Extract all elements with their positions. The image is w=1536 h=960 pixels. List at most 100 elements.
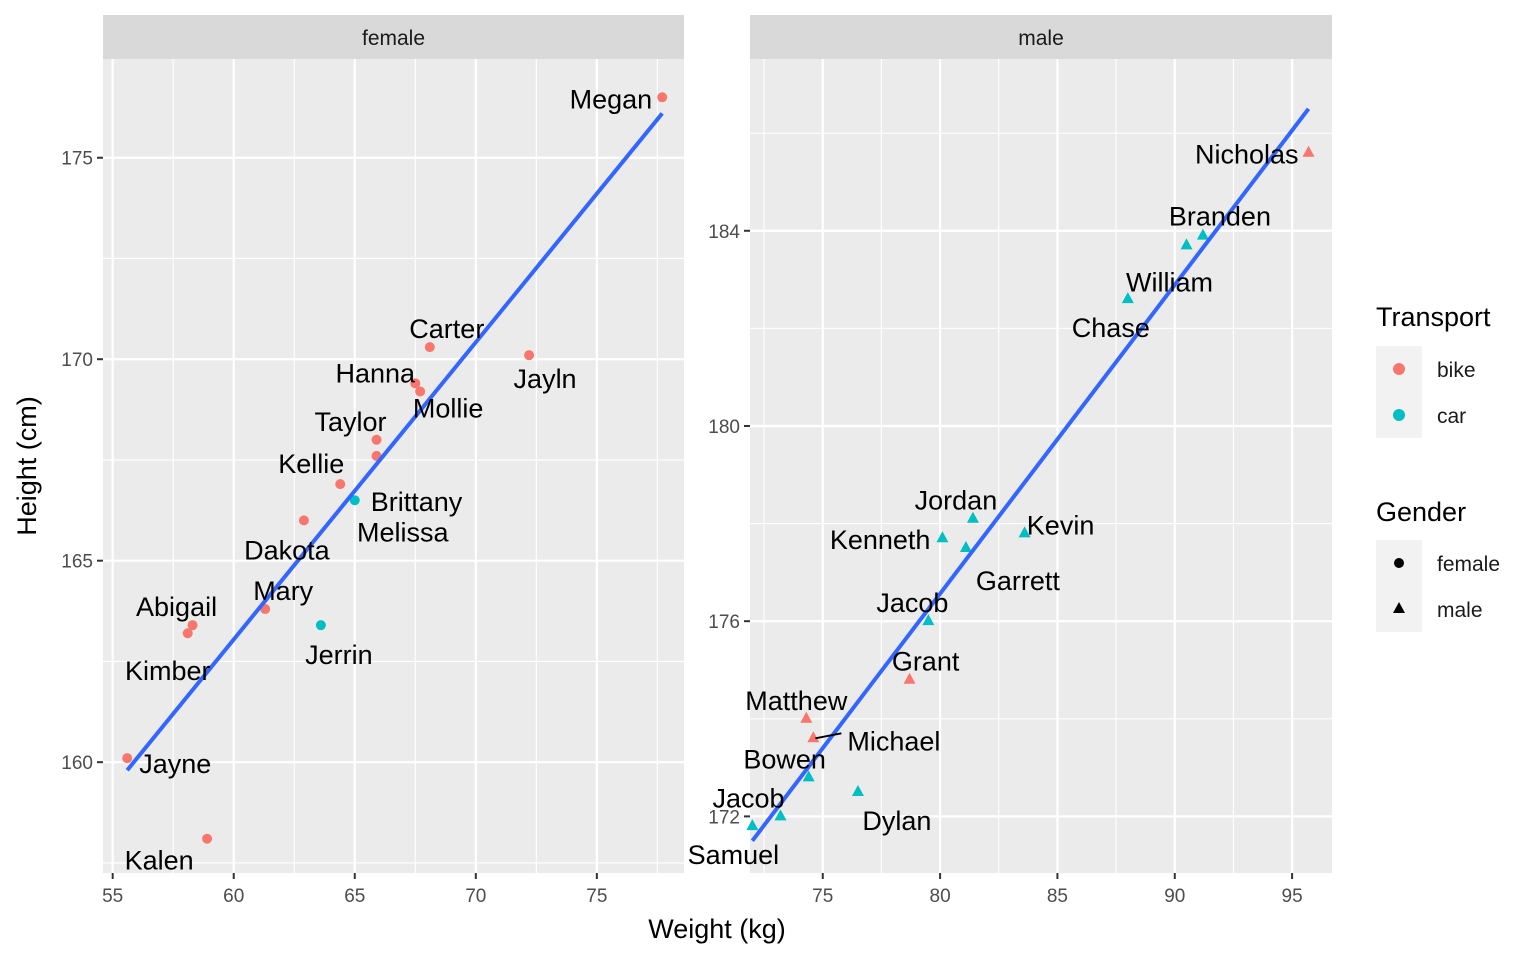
data-point xyxy=(959,540,972,552)
legend-label-male: male xyxy=(1437,599,1483,622)
legend: Transport bike car Gender female male xyxy=(1376,302,1500,632)
axes-female: 55 60 65 70 75 160 165 170 175 xyxy=(61,149,607,907)
data-point xyxy=(122,753,133,764)
data-point xyxy=(922,614,935,626)
point-label: Jacob xyxy=(712,783,784,813)
strip-male-bg xyxy=(750,15,1332,59)
data-point xyxy=(371,434,382,445)
point-label: Taylor xyxy=(315,407,387,437)
data-point xyxy=(315,620,326,631)
point-label: Kellie xyxy=(278,449,344,479)
data-point xyxy=(298,515,309,526)
point-label: Kenneth xyxy=(830,525,931,555)
point-label: Megan xyxy=(570,84,653,114)
label-leader-line xyxy=(815,732,842,740)
legend-key-female xyxy=(1394,558,1404,568)
point-label: Chase xyxy=(1072,313,1150,343)
point-label: Melissa xyxy=(357,517,450,547)
x-tick-label: 80 xyxy=(930,886,951,907)
data-point xyxy=(807,731,820,743)
strip-female-label: female xyxy=(362,27,425,50)
point-label: Kevin xyxy=(1027,510,1095,540)
gridlines-male xyxy=(750,59,1332,873)
data-point xyxy=(903,672,916,684)
point-label: Samuel xyxy=(688,840,780,870)
data-point xyxy=(966,511,979,523)
point-label: Kalen xyxy=(125,846,194,876)
x-tick-label: 90 xyxy=(1164,886,1185,907)
y-tick-label: 160 xyxy=(61,753,93,774)
point-label: Dylan xyxy=(862,806,931,836)
data-point xyxy=(936,531,949,543)
data-point xyxy=(1180,238,1193,250)
point-label: Bowen xyxy=(743,744,826,774)
regression-line xyxy=(125,112,664,772)
x-tick-label: 95 xyxy=(1282,886,1303,907)
data-point xyxy=(524,350,535,361)
data-point xyxy=(774,809,787,821)
x-tick-label: 75 xyxy=(812,886,833,907)
point-label: Jacob xyxy=(876,588,948,618)
regression-line xyxy=(750,107,1311,843)
point-label: Jayln xyxy=(514,364,577,394)
y-tick-label: 180 xyxy=(708,417,740,438)
data-point xyxy=(657,92,668,103)
y-axis-title: Height (cm) xyxy=(12,396,42,536)
legend-key-male xyxy=(1393,602,1405,613)
point-label: Dakota xyxy=(244,535,331,565)
x-tick-label: 70 xyxy=(465,886,486,907)
x-tick-label: 75 xyxy=(586,886,607,907)
data-point xyxy=(851,784,864,796)
point-label: Brittany xyxy=(371,487,463,517)
data-point xyxy=(1302,145,1315,157)
data-point xyxy=(424,342,435,353)
point-label: Michael xyxy=(847,726,940,756)
point-label: William xyxy=(1126,267,1213,297)
data-point xyxy=(800,711,813,723)
data-point xyxy=(746,819,759,831)
x-axis-title: Weight (kg) xyxy=(648,914,786,944)
legend-gender-title: Gender xyxy=(1376,497,1466,527)
legend-label-car: car xyxy=(1437,405,1466,428)
point-label: Mary xyxy=(253,576,313,606)
x-tick-label: 55 xyxy=(102,886,123,907)
data-point xyxy=(415,386,426,397)
point-label: Jordan xyxy=(915,486,998,516)
gridlines-female xyxy=(103,59,684,873)
y-tick-label: 165 xyxy=(61,552,93,573)
data-point xyxy=(1121,292,1134,304)
point-label: Garrett xyxy=(976,566,1061,596)
panel-female: female Megan Jayln Carter Hanna Mollie Taylor… xyxy=(61,15,684,907)
data-point xyxy=(410,378,421,389)
point-label: Jerrin xyxy=(305,640,373,670)
y-tick-label: 170 xyxy=(61,350,93,371)
data-point xyxy=(1196,228,1209,240)
data-point xyxy=(187,620,198,631)
y-tick-label: 175 xyxy=(61,149,93,170)
strip-female-bg xyxy=(103,15,684,59)
y-tick-label: 172 xyxy=(708,807,740,828)
legend-key-car xyxy=(1393,409,1405,421)
plot-area-male xyxy=(750,59,1332,873)
legend-label-female: female xyxy=(1437,553,1500,576)
strip-male-label: male xyxy=(1018,27,1064,50)
point-label: Kimber xyxy=(125,656,211,686)
point-label: Abigail xyxy=(136,592,217,622)
legend-label-bike: bike xyxy=(1437,359,1476,382)
data-point xyxy=(802,770,815,782)
panel-male: male Nicholas Branden William Chase Jordan Ke… xyxy=(688,15,1332,907)
legend-transport-title: Transport xyxy=(1376,302,1491,332)
marks-male: Nicholas Branden William Chase Jordan Kevin Ke… xyxy=(688,107,1315,870)
y-tick-label: 176 xyxy=(708,612,740,633)
data-point xyxy=(335,479,346,490)
legend-key-bike xyxy=(1393,363,1405,375)
point-label: Matthew xyxy=(745,686,848,716)
point-label: Grant xyxy=(892,647,960,677)
point-label: Branden xyxy=(1169,202,1271,232)
x-tick-label: 60 xyxy=(223,886,244,907)
x-tick-label: 85 xyxy=(1047,886,1068,907)
y-tick-label: 184 xyxy=(708,222,740,243)
axes-male: 75 80 85 90 95 172 176 180 184 xyxy=(708,222,1302,907)
point-label: Jayne xyxy=(139,749,211,779)
